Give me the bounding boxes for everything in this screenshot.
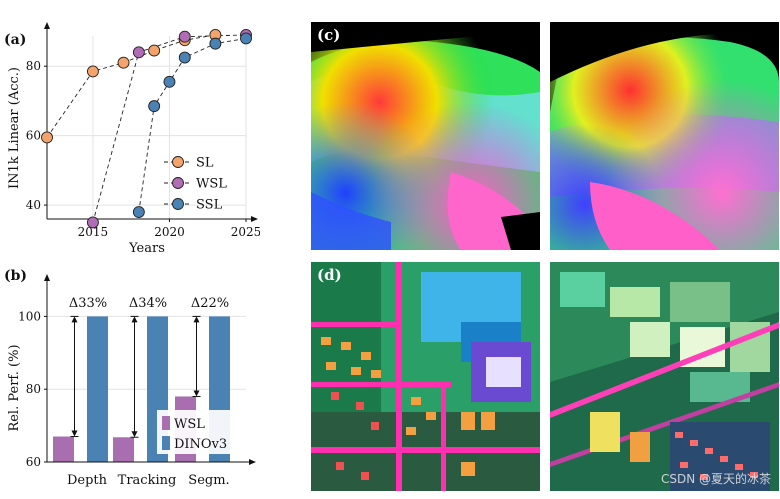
- y-axis-arrow: [44, 22, 50, 29]
- data-point-ssl: [163, 75, 176, 88]
- bar-dinov3-depth: [87, 316, 108, 462]
- y-axis-arrow: [44, 274, 50, 281]
- x-tick-label: 2015: [78, 225, 109, 239]
- x-tick-label: 2025: [231, 225, 260, 239]
- data-point-wsl: [86, 216, 99, 229]
- data-point-ssl: [132, 206, 145, 219]
- y-tick-label: 60: [26, 129, 41, 143]
- data-point-sl: [117, 56, 130, 69]
- chart-a-xlabel: Years: [128, 241, 165, 255]
- y-tick-label: 40: [26, 198, 41, 212]
- data-point-wsl: [178, 30, 191, 43]
- delta-annotation: Δ22%: [191, 296, 229, 311]
- delta-arrow-head-down: [131, 431, 138, 438]
- chart-b-ticks: 60 80 100 Depth Tracking Segm.: [18, 309, 230, 488]
- panel-label-d: (d): [317, 266, 342, 284]
- data-point-ssl: [178, 51, 191, 64]
- data-point-ssl: [240, 32, 252, 45]
- data-point-sl: [41, 131, 53, 144]
- x-category-label: Tracking: [118, 473, 177, 488]
- chart-b-arrows: Δ33% Δ34% Δ22%: [69, 296, 229, 438]
- feature-map-c-left-art: [311, 22, 540, 250]
- data-point-sl: [86, 65, 99, 78]
- bar-wsl-depth: [53, 436, 74, 462]
- chart-a-points: [41, 28, 252, 229]
- legend-swatch-dinov3: [162, 436, 170, 450]
- legend-label-wsl: WSL: [196, 177, 227, 192]
- chart-a-axes: [44, 22, 258, 222]
- chart-b-legend: WSL DINOv3: [157, 410, 241, 454]
- chart-b-axes: [44, 274, 256, 465]
- x-axis-arrow: [251, 216, 258, 222]
- feature-map-d-left-art: [311, 262, 540, 491]
- x-category-label: Depth: [67, 473, 108, 488]
- chart-b-ylabel: Rel. Perf. (%): [7, 344, 22, 431]
- delta-annotation: Δ33%: [69, 296, 107, 311]
- chart-a-ticks: 2015 2020 2025 40 60 80: [26, 59, 260, 239]
- delta-annotation: Δ34%: [129, 296, 167, 311]
- watermark-text: CSDN @夏天的冰茶: [660, 472, 771, 486]
- x-tick-label: 2020: [154, 225, 185, 239]
- legend-marker-wsl: [172, 177, 184, 189]
- legend-label-wsl: WSL: [174, 417, 205, 432]
- delta-arrow-head-up: [71, 316, 78, 323]
- panel-label-b: (b): [4, 268, 27, 284]
- legend-marker-sl: [172, 156, 184, 168]
- series-line-sl: [46, 34, 216, 138]
- y-tick-label: 80: [26, 59, 41, 73]
- feature-map-d-left: (d): [311, 262, 540, 491]
- delta-arrow-head-up: [131, 316, 138, 323]
- chart-a-ylabel: IN1k Linear (Acc.): [7, 67, 22, 189]
- bar-wsl-tracking: [113, 437, 134, 462]
- feature-map-c-left: (c): [311, 22, 540, 250]
- data-point-ssl: [148, 100, 161, 113]
- legend-background: [157, 410, 241, 454]
- legend-marker-ssl: [172, 198, 184, 210]
- feature-map-d-right-art: [550, 262, 779, 491]
- legend-label-ssl: SSL: [196, 198, 223, 213]
- series-line-ssl: [138, 37, 247, 213]
- chart-a-lines: [46, 34, 247, 223]
- feature-map-c-right-art: [550, 22, 779, 250]
- legend-label-dinov3: DINOv3: [174, 437, 227, 452]
- data-point-wsl: [132, 46, 145, 59]
- feature-map-c-right: [550, 22, 779, 250]
- chart-a-grid: [47, 36, 247, 219]
- chart-a: (a) 2015 2020 2025 40 60 80 Years IN1k Linear…: [4, 22, 260, 255]
- feature-map-d-right: CSDN @夏天的冰茶: [550, 262, 779, 491]
- chart-a-legend: SL WSL SSL: [164, 156, 227, 213]
- data-point-ssl: [209, 37, 222, 50]
- delta-arrow-head-up: [193, 316, 200, 323]
- delta-arrow-head-down: [193, 390, 200, 397]
- x-axis-arrow: [249, 459, 256, 465]
- panel-label-a: (a): [4, 32, 26, 48]
- data-point-sl: [148, 44, 161, 57]
- legend-swatch-wsl: [162, 416, 170, 430]
- y-tick-label: 80: [26, 382, 41, 396]
- panel-label-c: (c): [317, 26, 341, 44]
- chart-b: (b) Δ33% Δ34% Δ22% 60 80 100 Depth Tracking Seg…: [4, 268, 256, 488]
- legend-label-sl: SL: [196, 156, 214, 171]
- x-category-label: Segm.: [188, 473, 229, 488]
- delta-arrow-head-down: [71, 430, 78, 437]
- y-tick-label: 60: [26, 455, 41, 469]
- y-tick-label: 100: [18, 309, 41, 323]
